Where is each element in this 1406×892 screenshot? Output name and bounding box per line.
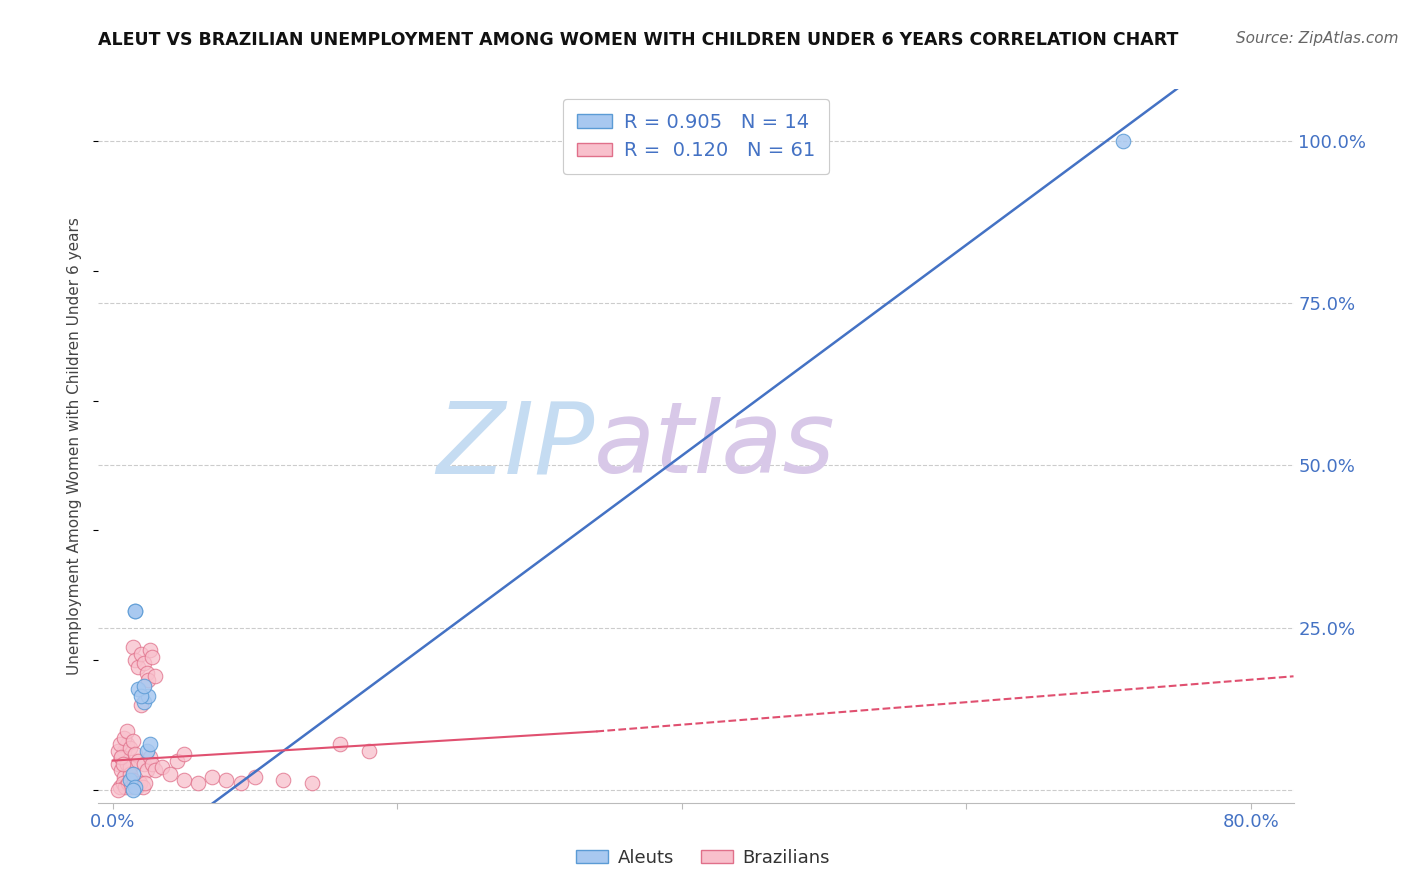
Point: [129, 647, 152, 661]
Point: [127, 682, 149, 697]
Text: Source: ZipAtlas.com: Source: ZipAtlas.com: [1236, 31, 1399, 46]
Point: [117, 776, 139, 790]
Point: [141, 756, 163, 771]
Y-axis label: Unemployment Among Women with Children Under 6 years: Unemployment Among Women with Children U…: [67, 217, 83, 675]
Point: [107, 756, 129, 771]
Point: [112, 744, 135, 758]
Point: [111, 756, 134, 771]
Point: [121, 734, 143, 748]
Point: [107, 744, 129, 758]
Point: [110, 750, 132, 764]
Point: [134, 776, 156, 790]
Point: [166, 754, 188, 768]
Text: ZIP: ZIP: [436, 398, 595, 494]
Point: [121, 773, 143, 788]
Point: [129, 689, 152, 703]
Point: [121, 640, 143, 654]
Point: [120, 780, 142, 794]
Point: [125, 780, 148, 794]
Point: [138, 738, 160, 752]
Point: [110, 750, 132, 764]
Point: [124, 604, 146, 618]
Point: [131, 780, 153, 794]
Point: [129, 698, 152, 713]
Point: [132, 756, 155, 771]
Point: [173, 747, 195, 761]
Point: [112, 770, 135, 784]
Point: [121, 782, 143, 797]
Point: [127, 659, 149, 673]
Point: [135, 744, 157, 758]
Point: [124, 604, 146, 618]
Point: [135, 764, 157, 778]
Point: [121, 766, 143, 780]
Point: [132, 679, 155, 693]
Point: [135, 666, 157, 681]
Point: [124, 747, 146, 761]
Point: [118, 760, 141, 774]
Point: [215, 773, 238, 788]
Point: [1112, 134, 1135, 148]
Point: [243, 770, 266, 784]
Point: [124, 780, 146, 794]
Point: [132, 657, 155, 671]
Point: [107, 782, 129, 797]
Text: atlas: atlas: [595, 398, 837, 494]
Point: [329, 738, 352, 752]
Point: [115, 738, 138, 752]
Point: [201, 770, 224, 784]
Point: [229, 776, 252, 790]
Point: [357, 744, 380, 758]
Point: [118, 740, 141, 755]
Point: [138, 643, 160, 657]
Point: [115, 756, 138, 771]
Point: [124, 653, 146, 667]
Point: [122, 776, 145, 790]
Point: [127, 754, 149, 768]
Point: [136, 689, 159, 703]
Point: [112, 731, 135, 745]
Point: [118, 766, 141, 780]
Point: [108, 780, 131, 794]
Point: [128, 776, 150, 790]
Point: [108, 738, 131, 752]
Point: [173, 773, 195, 788]
Point: [114, 780, 136, 794]
Point: [138, 750, 160, 764]
Point: [152, 760, 174, 774]
Point: [141, 649, 163, 664]
Point: [273, 773, 295, 788]
Point: [132, 695, 155, 709]
Point: [115, 724, 138, 739]
Point: [187, 776, 209, 790]
Point: [143, 669, 166, 683]
Point: [159, 766, 181, 780]
Legend: R = 0.905   N = 14, R =  0.120   N = 61: R = 0.905 N = 14, R = 0.120 N = 61: [564, 99, 828, 174]
Point: [111, 776, 134, 790]
Point: [143, 764, 166, 778]
Text: ALEUT VS BRAZILIAN UNEMPLOYMENT AMONG WOMEN WITH CHILDREN UNDER 6 YEARS CORRELAT: ALEUT VS BRAZILIAN UNEMPLOYMENT AMONG WO…: [98, 31, 1178, 49]
Point: [136, 673, 159, 687]
Point: [118, 773, 141, 788]
Point: [110, 764, 132, 778]
Legend: Aleuts, Brazilians: Aleuts, Brazilians: [569, 842, 837, 874]
Point: [301, 776, 323, 790]
